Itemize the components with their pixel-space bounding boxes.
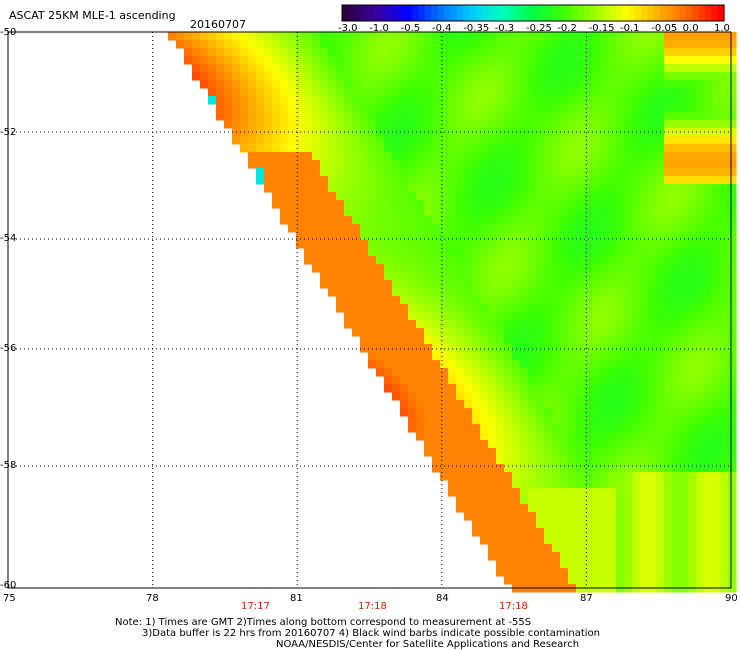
colorbar-label: -0.25 — [526, 23, 552, 34]
lon-label-78: 78 — [146, 593, 159, 604]
lat-label-50: -50 — [0, 27, 17, 38]
colorbar-label: -3.0 — [338, 23, 358, 34]
lat-label-60: -60 — [0, 580, 17, 591]
time-label-3: 17:18 — [499, 601, 528, 612]
product-date: 20160707 — [190, 18, 246, 31]
wind-map — [7, 31, 737, 593]
swath-data — [168, 32, 737, 593]
colorbar-label: 0.0 — [682, 23, 699, 34]
product-title: ASCAT 25KM MLE-1 ascending — [9, 9, 176, 22]
note-line-1: Note: 1) Times are GMT 2)Times along bot… — [115, 617, 532, 628]
colorbar-label: 1.0 — [714, 23, 730, 34]
lon-label-84: 84 — [436, 593, 449, 604]
colorbar-label: -0.35 — [463, 23, 490, 34]
lat-label-52: -52 — [0, 127, 17, 138]
map-frame — [7, 31, 732, 589]
colorbar-label: -0.05 — [651, 23, 678, 34]
lon-label-75: 75 — [3, 593, 16, 604]
lat-label-54: -54 — [0, 233, 17, 244]
note-line-2: 3)Data buffer is 22 hrs from 20160707 4)… — [142, 628, 600, 639]
colorbar-label: -0.3 — [494, 23, 515, 34]
lat-label-56: -56 — [0, 343, 17, 354]
colorbar-label: -0.1 — [620, 23, 640, 34]
time-label-2: 17:18 — [358, 601, 387, 612]
colorbar-label: -0.5 — [400, 23, 421, 34]
note-line-3: NOAA/NESDIS/Center for Satellite Applica… — [276, 639, 580, 650]
lat-label-58: -58 — [0, 460, 17, 471]
time-label-1: 17:17 — [241, 601, 270, 612]
lon-label-90: 90 — [725, 593, 738, 604]
lon-label-87: 87 — [580, 593, 593, 604]
colorbar-label: -1.0 — [369, 23, 389, 34]
colorbar-label: -0.4 — [432, 23, 452, 34]
colorbar — [341, 4, 725, 22]
lon-label-81: 81 — [290, 593, 303, 604]
colorbar-label: -0.2 — [557, 23, 577, 34]
colorbar-label: -0.15 — [588, 23, 615, 34]
